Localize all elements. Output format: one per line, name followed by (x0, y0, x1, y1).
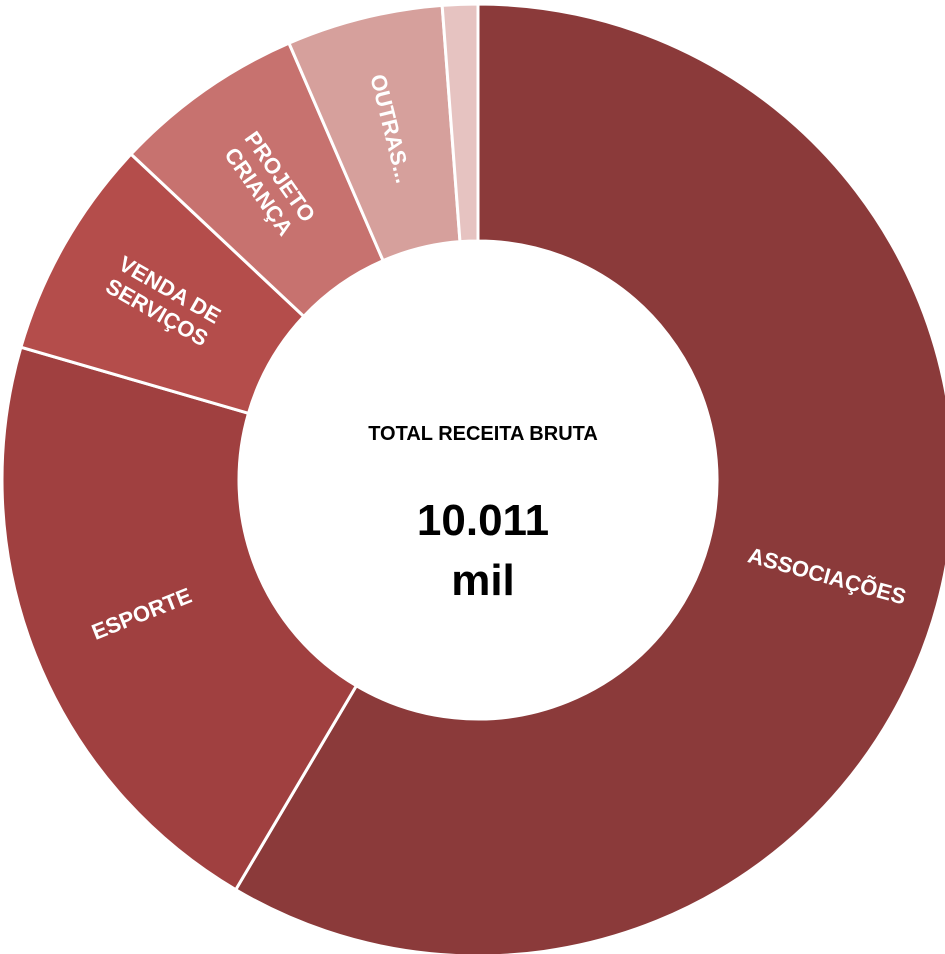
center-value-unit: mil (451, 556, 515, 605)
donut-slice-1 (233, 2, 945, 954)
donut-slice-6 (440, 2, 480, 244)
donut-slice-2 (0, 345, 359, 892)
center-title: TOTAL RECEITA BRUTA (368, 423, 598, 445)
center-summary: TOTAL RECEITA BRUTA 10.011 mil (368, 423, 598, 605)
center-value-number: 10.011 (417, 496, 549, 545)
